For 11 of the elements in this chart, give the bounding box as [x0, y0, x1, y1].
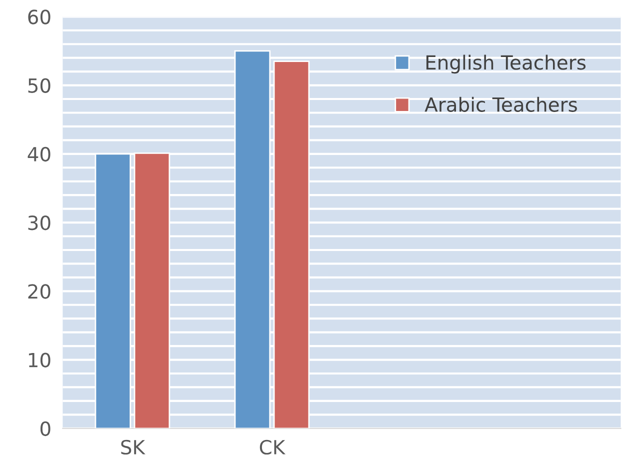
y-tick-label: 40	[28, 146, 50, 162]
y-tick-label: 50	[28, 78, 50, 93]
y-tick-label: 0	[40, 421, 50, 436]
y-tick-label: 30	[28, 215, 50, 230]
x-tick-label: SK	[121, 440, 146, 455]
x-tick-label: CK	[260, 440, 286, 455]
legend-label: English Teachers	[426, 54, 586, 74]
legend-label: Arabic Teachers	[424, 96, 577, 112]
y-tick-label: 60	[28, 10, 50, 24]
y-tick-label: 20	[28, 284, 50, 299]
y-tick-label: 10	[28, 352, 50, 368]
